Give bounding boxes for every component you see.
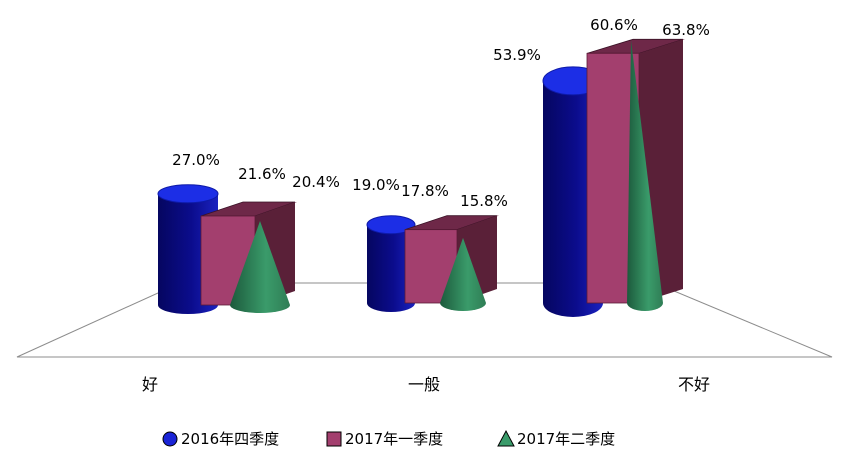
cone-body [627,40,663,311]
cylinder-top [366,215,416,235]
legend-label: 2016年四季度 [181,430,279,448]
legend-item: 2016年四季度 [162,430,279,448]
legend: 2016年四季度 2017年一季度 2017年二季度 [162,429,615,448]
bar-cone-2 [627,40,663,311]
cylinder-top [157,184,219,204]
data-label: 15.8% [460,192,508,210]
category-labels: 好 一般 不好 [142,375,710,394]
bar-cone-0 [230,220,290,313]
data-labels: 27.0% 21.6% 20.4% 19.0% 17.8% 15.8% 53.9% 60.6%… [172,16,710,210]
cone-body [440,237,486,311]
cylinder-body [367,224,415,312]
data-label: 63.8% [662,21,710,39]
bar-cone-1 [440,237,486,311]
data-label: 60.6% [590,16,638,34]
legend-label: 2017年二季度 [517,430,615,448]
data-label: 20.4% [292,173,340,191]
data-label: 17.8% [401,182,449,200]
legend-item: 2017年二季度 [497,429,615,448]
chart-bars [157,38,685,317]
category-label: 一般 [408,375,440,394]
legend-label: 2017年一季度 [345,430,443,448]
legend-item: 2017年一季度 [326,430,443,448]
cone-body [230,220,290,313]
data-label: 53.9% [493,46,541,64]
category-label: 好 [142,375,158,394]
legend-triangle-icon [497,429,515,447]
data-label: 19.0% [352,176,400,194]
bar-cylinder-1 [366,215,416,312]
data-label: 27.0% [172,151,220,169]
legend-square-icon [326,431,342,447]
legend-circle-icon [162,431,178,447]
data-label: 21.6% [238,165,286,183]
category-label: 不好 [678,375,710,394]
